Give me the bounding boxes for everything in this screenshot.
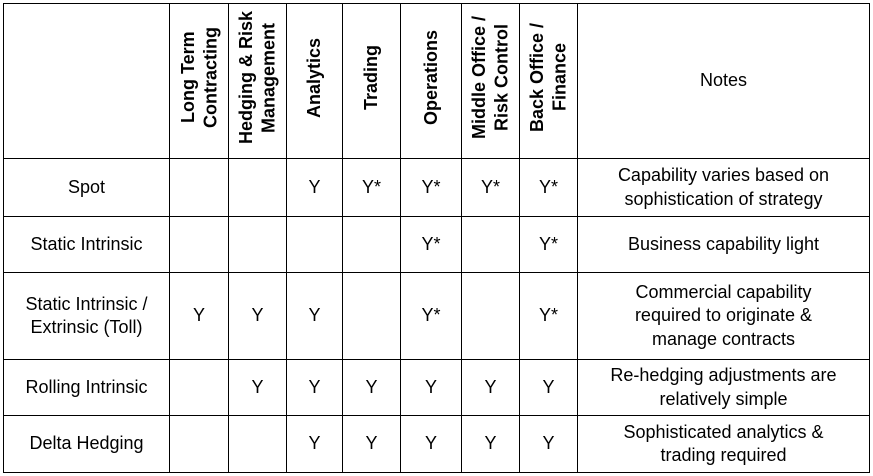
cell-mark: Y [169,272,229,360]
row-strategy: Delta Hedging [3,415,170,473]
table-row: Rolling Intrinsic Y Y Y Y Y Y Re-hedging… [3,359,870,416]
col-header-trading: Trading [342,3,401,159]
cell-mark: Y [228,359,287,416]
cell-mark [461,272,520,360]
row-note: Capability varies based on sophisticatio… [577,158,870,217]
cell-mark [169,359,229,416]
cell-mark [169,158,229,217]
cell-mark: Y [342,359,401,416]
cell-mark [228,216,287,273]
cell-mark: Y [461,415,520,473]
cell-mark: Y [228,272,287,360]
row-note: Sophisticated analytics & trading requir… [577,415,870,473]
cell-mark: Y* [342,158,401,217]
cell-mark: Y [286,272,343,360]
col-header-label: Hedging & Risk Management [236,11,279,145]
capability-table: Long Term Contracting Hedging & Risk Man… [3,3,870,473]
cell-mark: Y [400,359,462,416]
corner-cell [3,3,170,159]
col-header-long-term-contracting: Long Term Contracting [169,3,229,159]
header-row: Long Term Contracting Hedging & Risk Man… [3,3,870,159]
col-header-analytics: Analytics [286,3,343,159]
col-header-back-office: Back Office / Finance [519,3,578,159]
col-header-label: Operations [420,30,441,126]
table-row: Static Intrinsic / Extrinsic (Toll) Y Y … [3,272,870,360]
cell-mark: Y [286,158,343,217]
cell-mark [228,415,287,473]
cell-mark: Y [286,359,343,416]
row-note: Commercial capability required to origin… [577,272,870,360]
row-note: Re-hedging adjustments are relatively si… [577,359,870,416]
cell-mark: Y* [519,216,578,273]
cell-mark: Y [286,415,343,473]
cell-mark: Y [400,415,462,473]
cell-mark [169,415,229,473]
table-row: Static Intrinsic Y* Y* Business capabili… [3,216,870,273]
cell-mark: Y [519,415,578,473]
cell-mark: Y* [400,272,462,360]
cell-mark: Y [461,359,520,416]
col-header-label: Middle Office / Risk Control [469,16,512,140]
col-header-notes: Notes [577,3,870,159]
cell-mark [342,216,401,273]
cell-mark: Y* [400,158,462,217]
cell-mark: Y* [400,216,462,273]
col-header-middle-office: Middle Office / Risk Control [461,3,520,159]
cell-mark [286,216,343,273]
col-header-label: Back Office / Finance [527,23,570,133]
col-header-label: Analytics [304,37,325,118]
cell-mark: Y* [461,158,520,217]
cell-mark [461,216,520,273]
row-note: Business capability light [577,216,870,273]
cell-mark [342,272,401,360]
row-strategy: Static Intrinsic [3,216,170,273]
col-header-hedging-risk-management: Hedging & Risk Management [228,3,287,159]
cell-mark: Y* [519,272,578,360]
row-strategy: Rolling Intrinsic [3,359,170,416]
cell-mark [228,158,287,217]
row-strategy: Spot [3,158,170,217]
cell-mark: Y [519,359,578,416]
col-header-operations: Operations [400,3,462,159]
cell-mark: Y* [519,158,578,217]
col-header-label: Long Term Contracting [177,27,221,129]
table-row: Delta Hedging Y Y Y Y Y Sophisticated an… [3,415,870,473]
col-header-label: Trading [361,45,382,111]
cell-mark: Y [342,415,401,473]
cell-mark [169,216,229,273]
row-strategy: Static Intrinsic / Extrinsic (Toll) [3,272,170,360]
table-row: Spot Y Y* Y* Y* Y* Capability varies bas… [3,158,870,217]
